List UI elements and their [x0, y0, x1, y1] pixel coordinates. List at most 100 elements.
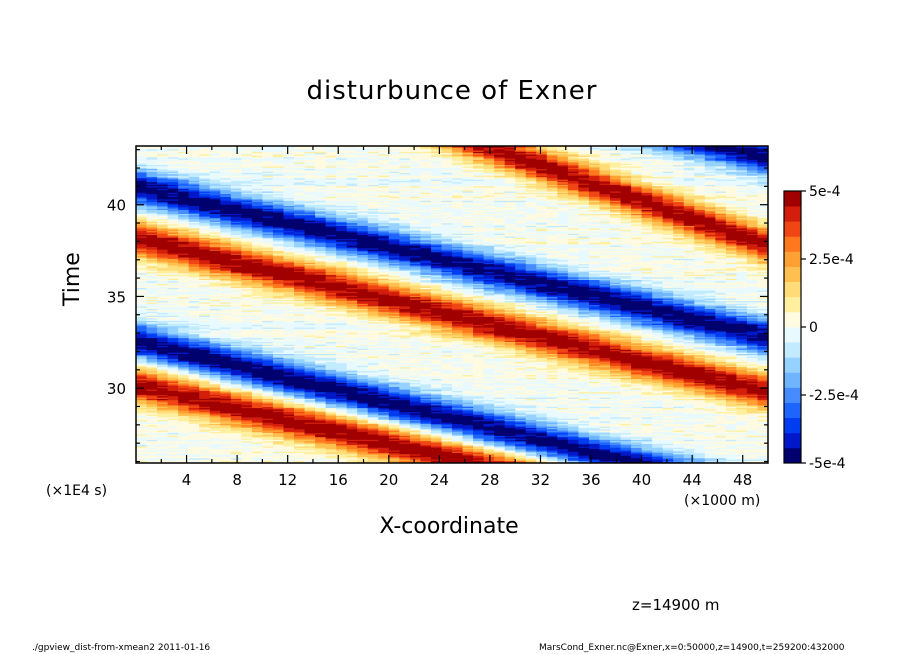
heatmap-cell: [399, 416, 411, 419]
heatmap-cell: [209, 431, 221, 434]
heatmap-cell: [230, 423, 242, 426]
heatmap-cell: [294, 433, 306, 436]
heatmap-cell: [641, 455, 653, 457]
heatmap-cell: [346, 440, 358, 443]
heatmap-cell: [546, 453, 558, 456]
heatmap-row: [136, 453, 768, 456]
heatmap-cell: [136, 456, 148, 459]
heatmap-cell: [441, 455, 453, 457]
heatmap-cell: [199, 422, 211, 424]
heatmap-cell: [230, 407, 242, 410]
heatmap-cell: [336, 416, 348, 419]
heatmap-cell: [473, 451, 485, 454]
heatmap-cell: [746, 439, 759, 442]
heatmap-cell: [704, 441, 716, 444]
heatmap-cell: [336, 440, 348, 443]
heatmap-cell: [346, 419, 358, 422]
heatmap-cell: [283, 436, 295, 439]
heatmap-cell: [167, 408, 179, 411]
heatmap-cell: [694, 452, 706, 455]
heatmap-cell: [409, 431, 421, 434]
heatmap-cell: [188, 433, 200, 436]
heatmap-cell: [209, 443, 221, 446]
heatmap-cell: [725, 426, 737, 428]
heatmap-cell: [178, 455, 190, 457]
heatmap-cell: [652, 419, 664, 422]
heatmap-cell: [251, 414, 263, 417]
heatmap-cell: [525, 420, 537, 423]
heatmap-cell: [694, 414, 706, 417]
heatmap-cell: [452, 440, 464, 443]
heatmap-cell: [304, 408, 316, 411]
heatmap-cell: [673, 416, 685, 419]
heatmap-cell: [283, 424, 295, 427]
heatmap-cell: [220, 433, 232, 436]
heatmap-cell: [557, 408, 569, 411]
heatmap-cell: [420, 428, 432, 431]
heatmap-cell: [399, 406, 411, 409]
heatmap-cell: [346, 415, 358, 418]
heatmap-cell: [652, 414, 664, 417]
heatmap-cell: [662, 435, 674, 438]
heatmap-cell: [262, 404, 274, 407]
heatmap-cell: [251, 406, 263, 409]
heatmap-cell: [136, 447, 148, 450]
heatmap-cell: [220, 435, 232, 438]
heatmap-cell: [262, 422, 274, 424]
heatmap-cell: [441, 445, 453, 448]
heatmap-cell: [136, 459, 148, 461]
heatmap-cell: [178, 447, 190, 450]
heatmap-cell: [757, 416, 768, 419]
heatmap-cell: [473, 437, 485, 440]
heatmap-cell: [409, 424, 421, 427]
heatmap-cell: [746, 451, 759, 454]
heatmap-cell: [157, 410, 169, 413]
heatmap-cell: [473, 410, 485, 413]
heatmap-cell: [157, 418, 169, 421]
heatmap-cell: [588, 453, 601, 456]
heatmap-cell: [462, 408, 474, 411]
heatmap-cell: [262, 415, 274, 418]
heatmap-cell: [462, 424, 474, 427]
heatmap-cell: [262, 426, 274, 428]
heatmap-cell: [504, 419, 516, 422]
heatmap-cell: [746, 424, 759, 427]
heatmap-cell: [725, 443, 737, 446]
heatmap-cell: [146, 457, 158, 460]
heatmap-cell: [220, 422, 232, 424]
heatmap-cell: [430, 449, 443, 452]
heatmap-cell: [441, 439, 453, 442]
heatmap-cell: [136, 451, 148, 454]
heatmap-cell: [683, 406, 695, 409]
heatmap-cell: [631, 431, 643, 434]
heatmap-cell: [620, 445, 632, 448]
heatmap-cell: [736, 449, 748, 452]
heatmap-cell: [557, 419, 569, 422]
heatmap-cell: [430, 427, 443, 430]
heatmap-cell: [430, 432, 443, 435]
heatmap-cell: [462, 429, 474, 432]
heatmap-cell: [483, 445, 495, 448]
heatmap-cell: [336, 436, 348, 439]
heatmap-cell: [178, 424, 190, 427]
heatmap-cell: [662, 457, 674, 460]
heatmap-cell: [241, 459, 253, 461]
heatmap-cell: [546, 448, 558, 451]
heatmap-cell: [704, 439, 716, 442]
heatmap-cell: [620, 447, 632, 450]
heatmap-cell: [136, 441, 148, 444]
heatmap-cell: [336, 411, 348, 414]
heatmap-cell: [715, 428, 727, 431]
heatmap-cell: [388, 451, 400, 454]
heatmap-cell: [557, 439, 569, 442]
heatmap-cell: [757, 435, 768, 438]
heatmap-cell: [399, 432, 411, 435]
heatmap-cell: [620, 419, 632, 422]
heatmap-cell: [746, 416, 759, 419]
heatmap-cell: [746, 455, 759, 457]
heatmap-cell: [251, 455, 263, 457]
heatmap-cell: [746, 436, 759, 439]
heatmap-cell: [725, 410, 737, 413]
heatmap-cell: [357, 422, 369, 424]
heatmap-cell: [599, 456, 611, 459]
